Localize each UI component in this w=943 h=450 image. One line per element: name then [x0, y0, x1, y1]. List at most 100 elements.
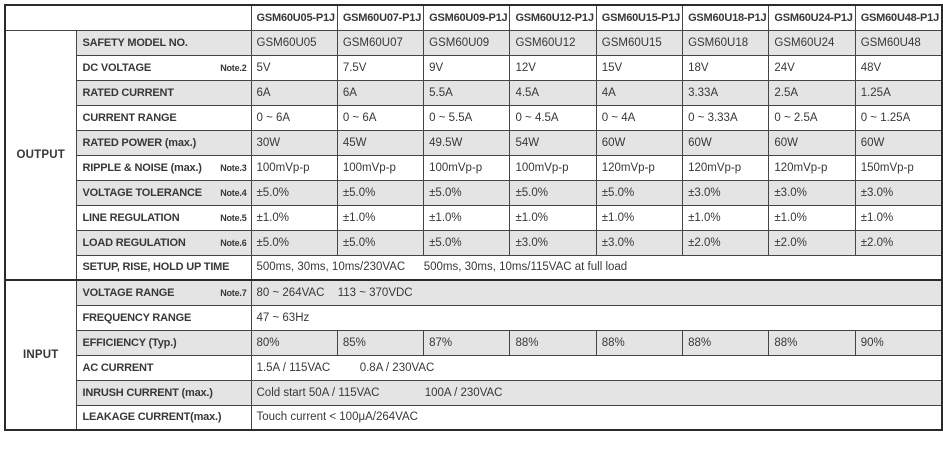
model-header-gsm60u15-p1j: GSM60U15-P1J	[595, 4, 684, 31]
cell-rated-power-2: 49.5W	[423, 129, 511, 156]
cell-line-regulation-5: ±1.0%	[682, 204, 770, 231]
cell-rated-power-6: 60W	[768, 129, 856, 156]
cell-rated-current-0: 6A	[250, 79, 338, 106]
cell-ripple-noise-5: 120mVp-p	[682, 154, 770, 181]
cell-load-regulation-4: ±3.0%	[595, 229, 684, 256]
cell-line-regulation-1: ±1.0%	[336, 204, 425, 231]
cell-voltage-tolerance-2: ±5.0%	[423, 179, 511, 206]
cell-load-regulation-2: ±5.0%	[423, 229, 511, 256]
row-label-text-current-range: CURRENT RANGE	[82, 111, 177, 124]
cell-line-regulation-6: ±1.0%	[768, 204, 856, 231]
cell-voltage-tolerance-0: ±5.0%	[250, 179, 338, 206]
note-ref-ripple-noise: Note.3	[220, 162, 247, 173]
cell-inrush-current-part-0: Cold start 50A / 115VAC	[256, 386, 380, 399]
cell-rated-power-1: 45W	[336, 129, 425, 156]
cell-current-range-2: 0 ~ 5.5A	[423, 104, 511, 131]
cell-leakage-current-part-0: Touch current < 100μA/264VAC	[256, 411, 418, 424]
cell-load-regulation-6: ±2.0%	[768, 229, 856, 256]
cell-dc-voltage-5: 18V	[682, 54, 770, 81]
cell-voltage-tolerance-5: ±3.0%	[682, 179, 770, 206]
spec-row-frequency-range: FREQUENCY RANGE 47 ~ 63Hz	[5, 304, 943, 331]
cell-ripple-noise-4: 120mVp-p	[595, 154, 684, 181]
cell-safety-model-no-0: GSM60U05	[250, 29, 338, 56]
cell-setup-rise-hold-up-time-part-1: 500ms, 30ms, 10ms/115VAC at full load	[423, 261, 628, 274]
row-label-text-voltage-range: VOLTAGE RANGE	[82, 286, 175, 299]
row-label-efficiency: EFFICIENCY (Typ.)	[75, 329, 252, 356]
cell-current-range-7: 0 ~ 1.25A	[854, 104, 943, 131]
cell-load-regulation-5: ±2.0%	[682, 229, 770, 256]
row-label-voltage-tolerance: VOLTAGE TOLERANCE Note.4	[75, 179, 252, 206]
cell-safety-model-no-7: GSM60U48	[854, 29, 943, 56]
model-header-gsm60u48-p1j: GSM60U48-P1J	[854, 4, 943, 31]
cell-rated-power-0: 30W	[250, 129, 338, 156]
spec-row-rated-power: RATED POWER (max.) 30W 45W 49.5W 54W 60W 60W 60…	[5, 129, 943, 156]
cell-efficiency-7: 90%	[854, 329, 943, 356]
cell-dc-voltage-4: 15V	[595, 54, 684, 81]
cell-line-regulation-4: ±1.0%	[595, 204, 684, 231]
cell-voltage-tolerance-6: ±3.0%	[768, 179, 856, 206]
cell-rated-current-5: 3.33A	[682, 79, 770, 106]
cell-inrush-current-merged: Cold start 50A / 115VAC 100A / 230VAC	[250, 379, 943, 406]
row-label-dc-voltage: DC VOLTAGE Note.2	[75, 54, 252, 81]
cell-efficiency-2: 87%	[423, 329, 511, 356]
cell-current-range-4: 0 ~ 4A	[595, 104, 684, 131]
spec-row-line-regulation: LINE REGULATION Note.5 ±1.0% ±1.0% ±1.0% ±1.0…	[5, 204, 943, 231]
spec-row-rated-current: RATED CURRENT 6A 6A 5.5A 4.5A 4A 3.33A 2.5A 1.25…	[5, 79, 943, 106]
cell-rated-power-4: 60W	[595, 129, 684, 156]
cell-safety-model-no-6: GSM60U24	[768, 29, 856, 56]
cell-line-regulation-3: ±1.0%	[509, 204, 597, 231]
cell-efficiency-4: 88%	[595, 329, 684, 356]
cell-rated-current-1: 6A	[336, 79, 425, 106]
spec-table-body: OUTPUT SAFETY MODEL NO. GSM60U05 GSM60U07 GS…	[4, 29, 943, 431]
cell-ripple-noise-7: 150mVp-p	[854, 154, 943, 181]
cell-efficiency-0: 80%	[250, 329, 338, 356]
row-label-text-inrush-current: INRUSH CURRENT (max.)	[82, 386, 213, 399]
row-label-voltage-range: VOLTAGE RANGE Note.7	[75, 279, 252, 306]
section-label-input: INPUT	[4, 279, 77, 431]
row-label-text-rated-current: RATED CURRENT	[82, 86, 175, 99]
row-label-current-range: CURRENT RANGE	[75, 104, 252, 131]
cell-dc-voltage-6: 24V	[768, 54, 856, 81]
row-label-safety-model-no: SAFETY MODEL NO.	[75, 29, 252, 56]
row-label-text-frequency-range: FREQUENCY RANGE	[82, 311, 192, 324]
cell-voltage-range-part-0: 80 ~ 264VAC	[256, 286, 325, 299]
cell-rated-power-3: 54W	[509, 129, 597, 156]
cell-line-regulation-0: ±1.0%	[250, 204, 338, 231]
cell-current-range-5: 0 ~ 3.33A	[682, 104, 770, 131]
cell-current-range-6: 0 ~ 2.5A	[768, 104, 856, 131]
spec-row-dc-voltage: DC VOLTAGE Note.2 5V 7.5V 9V 12V 15V 18V 24V 48V	[5, 54, 943, 81]
spec-row-setup-rise-hold-up-time: SETUP, RISE, HOLD UP TIME 500ms, 30ms, 10…	[5, 254, 943, 281]
cell-voltage-tolerance-7: ±3.0%	[854, 179, 943, 206]
cell-efficiency-1: 85%	[336, 329, 425, 356]
cell-frequency-range-part-0: 47 ~ 63Hz	[256, 311, 310, 324]
cell-ac-current-part-0: 1.5A / 115VAC	[256, 361, 331, 374]
row-label-ripple-noise: RIPPLE & NOISE (max.) Note.3	[75, 154, 252, 181]
cell-rated-current-2: 5.5A	[423, 79, 511, 106]
corner-cell	[4, 4, 252, 31]
cell-dc-voltage-0: 5V	[250, 54, 338, 81]
cell-load-regulation-0: ±5.0%	[250, 229, 338, 256]
model-header-gsm60u09-p1j: GSM60U09-P1J	[423, 4, 511, 31]
row-label-text-ripple-noise: RIPPLE & NOISE (max.)	[82, 161, 202, 174]
cell-frequency-range-merged: 47 ~ 63Hz	[250, 304, 943, 331]
spec-table: GSM60U05-P1J GSM60U07-P1J GSM60U09-P1J GSM6…	[4, 4, 943, 431]
cell-load-regulation-3: ±3.0%	[509, 229, 597, 256]
note-ref-voltage-tolerance: Note.4	[220, 187, 247, 198]
spec-row-ac-current: AC CURRENT 1.5A / 115VAC 0.8A / 230VAC	[5, 354, 943, 381]
cell-efficiency-6: 88%	[768, 329, 856, 356]
cell-safety-model-no-3: GSM60U12	[509, 29, 597, 56]
cell-safety-model-no-4: GSM60U15	[595, 29, 684, 56]
note-ref-voltage-range: Note.7	[220, 287, 247, 298]
row-label-inrush-current: INRUSH CURRENT (max.)	[75, 379, 252, 406]
cell-safety-model-no-5: GSM60U18	[682, 29, 770, 56]
model-header-gsm60u12-p1j: GSM60U12-P1J	[509, 4, 597, 31]
row-label-text-rated-power: RATED POWER (max.)	[82, 136, 197, 149]
cell-dc-voltage-1: 7.5V	[336, 54, 425, 81]
row-label-text-dc-voltage: DC VOLTAGE	[82, 61, 152, 74]
row-label-text-efficiency: EFFICIENCY (Typ.)	[82, 336, 177, 349]
cell-rated-power-5: 60W	[682, 129, 770, 156]
cell-leakage-current-merged: Touch current < 100μA/264VAC	[250, 404, 943, 431]
cell-rated-current-7: 1.25A	[854, 79, 943, 106]
cell-rated-power-7: 60W	[854, 129, 943, 156]
cell-rated-current-4: 4A	[595, 79, 684, 106]
